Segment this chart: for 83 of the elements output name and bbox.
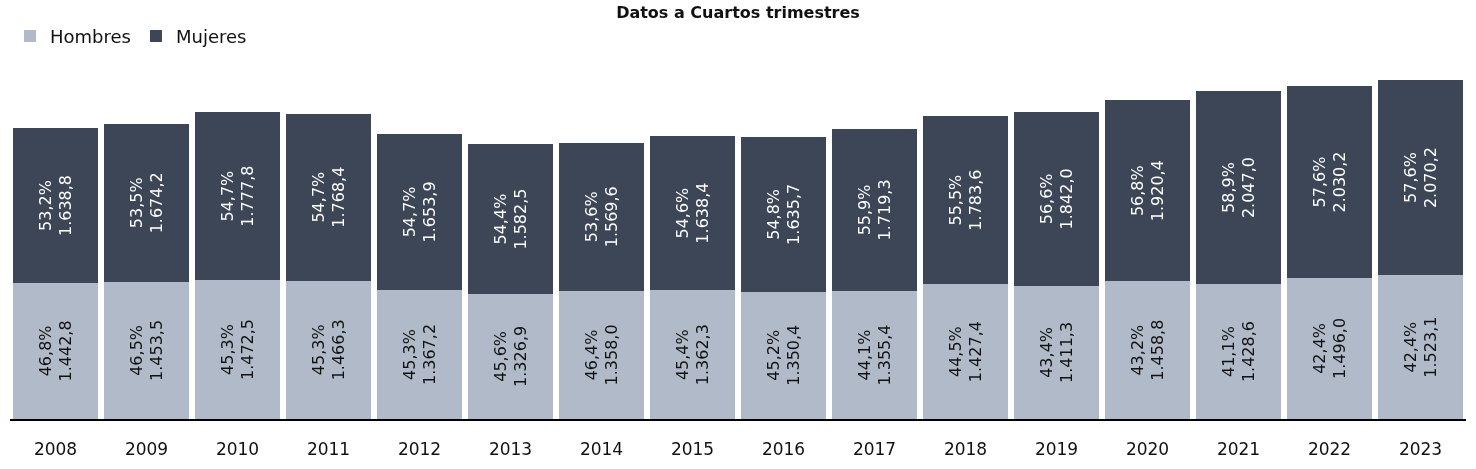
bar bbox=[922, 284, 1009, 419]
bar bbox=[1195, 90, 1282, 285]
x-tick-label: 2014 bbox=[579, 439, 624, 460]
bar bbox=[1377, 79, 1464, 276]
x-tick-label: 2015 bbox=[670, 439, 715, 460]
data-label: 56,6% 1.842,0 bbox=[1036, 168, 1077, 230]
data-label: 56,8% 1.920,4 bbox=[1127, 160, 1168, 222]
x-tick-label: 2023 bbox=[1398, 439, 1443, 460]
bar bbox=[831, 128, 918, 292]
bar bbox=[12, 282, 99, 419]
bar bbox=[1104, 281, 1191, 419]
bar bbox=[285, 280, 372, 419]
data-label: 54,7% 1.768,4 bbox=[308, 166, 349, 228]
data-label: 45,3% 1.367,2 bbox=[399, 323, 440, 386]
legend-label: Hombres bbox=[50, 26, 131, 48]
data-label: 53,2% 1.638,8 bbox=[35, 174, 76, 237]
bar bbox=[1104, 100, 1191, 282]
bar bbox=[103, 281, 190, 419]
data-label: 45,6% 1.326,9 bbox=[490, 325, 531, 387]
data-label: 44,1% 1.355,4 bbox=[854, 324, 895, 386]
bar bbox=[1377, 275, 1464, 419]
data-label: 45,3% 1.466,3 bbox=[308, 319, 349, 381]
data-label: 41,1% 1.428,6 bbox=[1218, 321, 1259, 383]
bar bbox=[1013, 285, 1100, 419]
x-tick-label: 2012 bbox=[397, 439, 442, 460]
x-tick-label: 2017 bbox=[852, 439, 897, 460]
bar bbox=[558, 142, 645, 291]
data-label: 43,2% 1.458,8 bbox=[1127, 319, 1168, 381]
data-label: 54,6% 1.638,4 bbox=[672, 182, 713, 244]
bar bbox=[740, 291, 827, 419]
bar bbox=[467, 293, 554, 419]
data-label: 53,6% 1.569,6 bbox=[581, 186, 622, 248]
data-label: 46,5% 1.453,5 bbox=[126, 319, 167, 381]
data-label: 46,8% 1.442,8 bbox=[35, 320, 76, 382]
data-label: 54,7% 1.777,8 bbox=[217, 165, 258, 227]
data-label: 57,6% 2.030,2 bbox=[1309, 151, 1350, 213]
x-tick-label: 2022 bbox=[1307, 439, 1352, 460]
bar bbox=[1286, 86, 1373, 278]
bar bbox=[1195, 284, 1282, 419]
data-label: 45,2% 1.350,4 bbox=[763, 324, 804, 386]
x-tick-label: 2008 bbox=[33, 439, 78, 460]
data-label: 42,4% 1.496,0 bbox=[1309, 317, 1350, 379]
bar bbox=[467, 144, 554, 294]
bar bbox=[649, 135, 736, 291]
bar bbox=[376, 133, 463, 290]
bar bbox=[558, 290, 645, 419]
chart-title: Datos a Cuartos trimestres bbox=[616, 3, 860, 23]
bar bbox=[740, 137, 827, 292]
data-label: 45,3% 1.472,5 bbox=[217, 318, 258, 381]
data-label: 44,5% 1.427,4 bbox=[945, 321, 986, 383]
x-tick-label: 2010 bbox=[215, 439, 260, 460]
bar bbox=[922, 115, 1009, 285]
bar bbox=[194, 280, 281, 419]
x-tick-label: 2009 bbox=[124, 439, 169, 460]
data-label: 55,9% 1.719,3 bbox=[854, 179, 895, 241]
bar bbox=[649, 290, 736, 419]
bar bbox=[12, 128, 99, 283]
bar bbox=[194, 112, 281, 281]
data-label: 54,7% 1.653,9 bbox=[399, 181, 440, 243]
x-tick-label: 2016 bbox=[761, 439, 806, 460]
x-tick-label: 2020 bbox=[1125, 439, 1170, 460]
bar bbox=[1286, 277, 1373, 419]
bar bbox=[831, 291, 918, 419]
bar bbox=[103, 123, 190, 282]
x-tick-label: 2019 bbox=[1034, 439, 1079, 460]
x-tick-label: 2021 bbox=[1216, 439, 1261, 460]
data-label: 55,5% 1.783,6 bbox=[945, 169, 986, 231]
bar bbox=[376, 289, 463, 419]
data-label: 42,4% 1.523,1 bbox=[1400, 316, 1441, 378]
data-label: 46,4% 1.358,0 bbox=[581, 324, 622, 386]
x-tick-label: 2013 bbox=[488, 439, 533, 460]
bar bbox=[1013, 111, 1100, 286]
x-tick-label: 2011 bbox=[306, 439, 351, 460]
data-label: 54,8% 1.635,7 bbox=[763, 183, 804, 245]
x-tick-label: 2018 bbox=[943, 439, 988, 460]
data-label: 54,4% 1.582,5 bbox=[490, 188, 531, 250]
data-label: 58,9% 2.047,0 bbox=[1218, 157, 1259, 219]
legend-label: Mujeres bbox=[175, 26, 247, 48]
data-label: 53,5% 1.674,2 bbox=[126, 172, 167, 234]
data-label: 45,4% 1.362,3 bbox=[672, 324, 713, 386]
bar bbox=[285, 113, 372, 281]
data-label: 57,6% 2.070,2 bbox=[1400, 147, 1441, 209]
data-label: 43,4% 1.411,3 bbox=[1036, 321, 1077, 383]
